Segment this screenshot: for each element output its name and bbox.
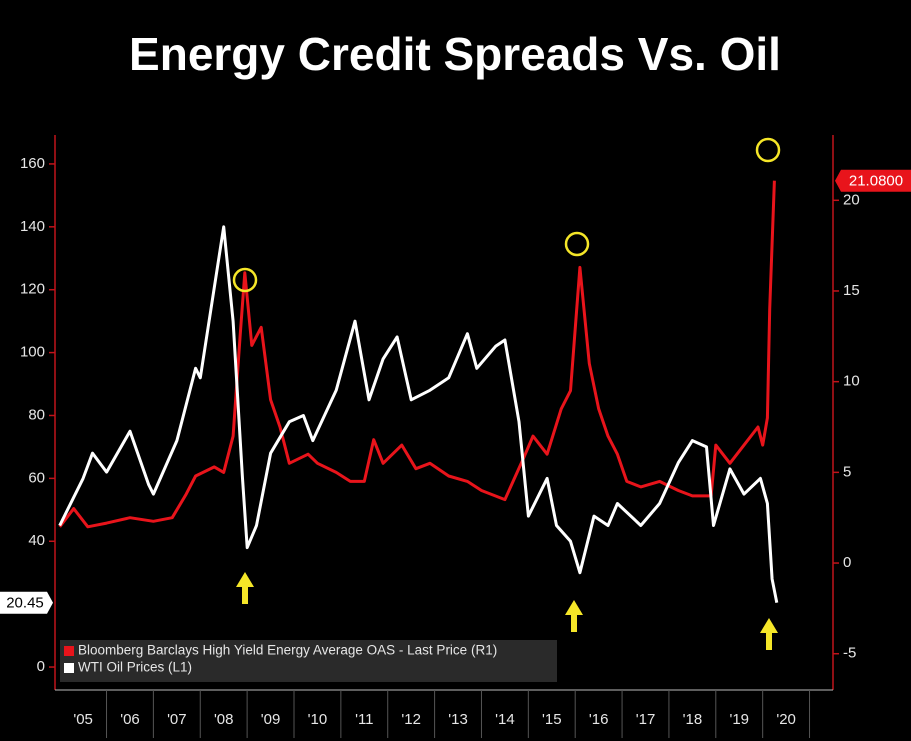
highlight-circle (755, 137, 781, 163)
x-tick-label: '07 (167, 711, 187, 728)
legend-swatch (64, 663, 74, 673)
y-tick-label: 160 (20, 155, 45, 172)
x-tick-label: '05 (73, 711, 93, 728)
y-tick-label: 80 (28, 406, 45, 423)
y2-tick-label: 5 (843, 463, 851, 480)
highlight-circle (232, 267, 258, 293)
last-price-box (835, 169, 911, 192)
x-tick-label: '17 (636, 711, 656, 728)
x-tick-label: '16 (589, 711, 609, 728)
last-price-box (0, 591, 53, 614)
last-price-label: 20.45 (6, 595, 44, 612)
x-tick-label: '14 (495, 711, 515, 728)
x-tick-label: '20 (776, 711, 796, 728)
y-tick-label: 140 (20, 218, 45, 235)
y-tick-label: 100 (20, 344, 45, 361)
y-tick-label: 0 (37, 658, 45, 675)
highlight-circle (564, 231, 590, 257)
y2-tick-label: 15 (843, 282, 860, 299)
x-tick-label: '10 (308, 711, 328, 728)
legend-label: WTI Oil Prices (L1) (78, 660, 192, 675)
arrow (760, 618, 778, 650)
x-tick-label: '18 (683, 711, 703, 728)
x-tick-label: '13 (448, 711, 468, 728)
annotations (232, 137, 781, 293)
x-tick-label: '11 (355, 711, 373, 728)
series-line (58, 225, 779, 603)
series-line (58, 180, 776, 529)
y2-tick-label: 10 (843, 373, 860, 390)
x-tick-label: '09 (261, 711, 281, 728)
last-price-label: 21.0800 (849, 173, 903, 190)
x-tick-label: '15 (542, 711, 562, 728)
legend: Bloomberg Barclays High Yield Energy Ave… (60, 640, 557, 682)
y2-tick-label: -5 (843, 645, 856, 662)
arrow (236, 572, 254, 604)
plot-area: 0 40 60 80 100 120 140 160 -5 0 5 10 15 20 '05 '06 '07 '0… (0, 135, 911, 738)
x-tick-label: '06 (120, 711, 140, 728)
arrows (236, 572, 778, 650)
legend-swatch (64, 646, 74, 656)
x-tick-label: '08 (214, 711, 234, 728)
chart-title: Energy Credit Spreads Vs. Oil (129, 28, 781, 80)
legend-box (60, 640, 557, 682)
y-tick-label: 40 (28, 532, 45, 549)
x-tick-label: '19 (729, 711, 749, 728)
x-tick-label: '12 (401, 711, 421, 728)
arrow (565, 600, 583, 632)
y2-tick-label: 0 (843, 554, 851, 571)
y2-tick-label: 20 (843, 191, 860, 208)
y-tick-label: 120 (20, 281, 45, 298)
y-tick-label: 60 (28, 469, 45, 486)
legend-label: Bloomberg Barclays High Yield Energy Ave… (78, 643, 497, 658)
